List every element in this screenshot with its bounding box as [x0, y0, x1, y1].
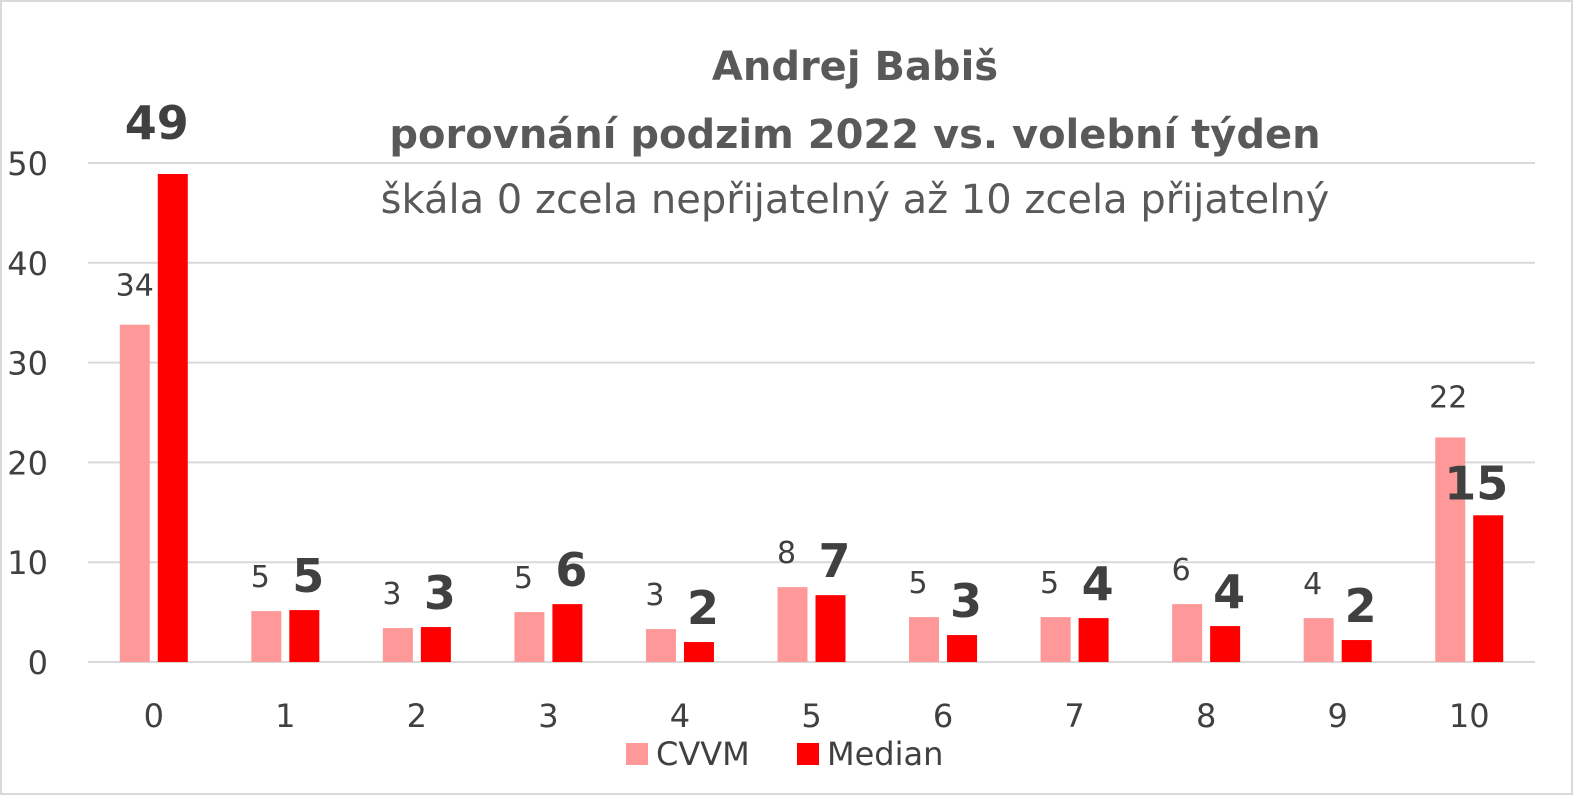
gridlines	[88, 162, 1535, 663]
x-tick-label: 1	[275, 697, 295, 735]
bar-cvvm	[1435, 437, 1466, 662]
bar-cvvm	[119, 324, 150, 662]
data-label-median: 2	[1345, 579, 1377, 633]
bar-median	[683, 642, 714, 662]
data-label-cvvm: 6	[1172, 553, 1191, 588]
y-tick-label: 0	[28, 644, 48, 682]
bar-cvvm	[382, 628, 413, 662]
bar-cvvm	[645, 629, 676, 662]
legend-label-cvvm: CVVM	[656, 735, 750, 773]
chart-title: Andrej Babiš	[712, 44, 998, 90]
chart-subtitle-1: porovnání podzim 2022 vs. volební týden	[389, 112, 1320, 158]
data-label-median: 4	[1082, 557, 1114, 611]
legend-swatch-median	[797, 743, 819, 765]
bar-median	[420, 627, 451, 662]
x-tick-label: 6	[933, 697, 953, 735]
y-tick-label: 50	[7, 145, 48, 183]
data-label-cvvm: 8	[777, 536, 796, 571]
bar-cvvm	[1303, 618, 1334, 662]
data-label-median: 3	[424, 566, 456, 620]
bar-median	[1341, 640, 1372, 662]
legend: CVVM Median	[626, 735, 943, 773]
x-tick-label: 0	[144, 697, 164, 735]
data-label-median: 4	[1213, 565, 1245, 619]
data-label-median: 3	[950, 574, 982, 628]
bar-cvvm	[1172, 604, 1203, 662]
bar-cvvm	[251, 611, 282, 662]
x-tick-label: 4	[670, 697, 690, 735]
bar-cvvm	[909, 617, 940, 662]
data-label-cvvm: 3	[382, 577, 401, 612]
legend-label-median: Median	[827, 735, 943, 773]
x-tick-label: 2	[407, 697, 427, 735]
bar-median	[1078, 618, 1109, 662]
x-tick-label: 8	[1196, 697, 1216, 735]
y-tick-label: 20	[7, 444, 48, 482]
data-label-cvvm: 5	[251, 560, 270, 595]
data-label-median: 15	[1444, 456, 1508, 510]
bar-median	[815, 595, 846, 662]
data-label-median: 5	[292, 549, 324, 603]
bar-median	[289, 610, 320, 662]
y-axis-ticks: 0 10 20 30 40 50	[7, 145, 48, 682]
data-label-cvvm: 5	[514, 561, 533, 596]
data-label-cvvm: 5	[1040, 566, 1059, 601]
data-label-median: 6	[555, 543, 587, 597]
bars	[119, 173, 1504, 662]
x-tick-label: 5	[801, 697, 821, 735]
bar-cvvm	[777, 587, 808, 662]
y-tick-label: 40	[7, 245, 48, 283]
bar-median	[1210, 626, 1241, 662]
data-label-median: 2	[687, 581, 719, 635]
data-label-median: 7	[818, 534, 850, 588]
bar-median	[1473, 515, 1504, 662]
data-label-median: 49	[125, 96, 189, 150]
x-tick-label: 9	[1328, 697, 1348, 735]
bar-cvvm	[1040, 617, 1071, 662]
legend-swatch-cvvm	[626, 743, 648, 765]
bar-cvvm	[514, 612, 545, 662]
x-axis-ticks: 0 1 2 3 4 5 6 7 8 9 10	[144, 697, 1490, 735]
chart-subtitle-2: škála 0 zcela nepřijatelný až 10 zcela p…	[381, 177, 1330, 223]
x-tick-label: 7	[1064, 697, 1084, 735]
data-label-cvvm: 3	[645, 578, 664, 613]
bar-median	[552, 604, 583, 662]
data-label-cvvm: 5	[908, 566, 927, 601]
data-label-cvvm: 34	[116, 269, 154, 304]
y-tick-label: 30	[7, 345, 48, 383]
x-tick-label: 10	[1449, 697, 1490, 735]
data-label-cvvm: 4	[1303, 567, 1322, 602]
y-tick-label: 10	[7, 544, 48, 582]
data-label-cvvm: 22	[1429, 380, 1467, 415]
bar-median	[157, 173, 188, 662]
x-tick-label: 3	[538, 697, 558, 735]
bar-median	[947, 635, 978, 662]
